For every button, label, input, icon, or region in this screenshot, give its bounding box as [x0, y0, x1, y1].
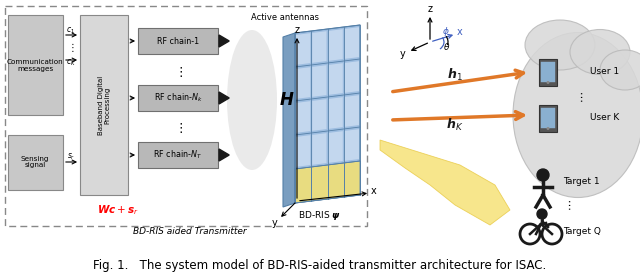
Bar — [539, 105, 557, 131]
Polygon shape — [345, 129, 359, 161]
Circle shape — [547, 81, 550, 84]
Text: User K: User K — [590, 113, 620, 123]
Text: z: z — [294, 25, 300, 35]
Polygon shape — [296, 135, 310, 167]
Text: Target Q: Target Q — [563, 227, 601, 237]
Polygon shape — [312, 31, 326, 63]
Text: $\boldsymbol{Wc}+\boldsymbol{s}_r$: $\boldsymbol{Wc}+\boldsymbol{s}_r$ — [97, 203, 139, 217]
Polygon shape — [328, 63, 343, 95]
Text: RF chain-1: RF chain-1 — [157, 36, 199, 46]
Text: BD-RIS $\boldsymbol{\psi}$: BD-RIS $\boldsymbol{\psi}$ — [298, 208, 342, 222]
Bar — [541, 108, 555, 128]
Text: RF chain-$N_T$: RF chain-$N_T$ — [154, 149, 202, 161]
Text: $\boldsymbol{h}_1$: $\boldsymbol{h}_1$ — [447, 67, 463, 83]
Text: Fig. 1.   The system model of BD-RIS-aided transmitter architecture for ISAC.: Fig. 1. The system model of BD-RIS-aided… — [93, 259, 547, 272]
Polygon shape — [345, 27, 359, 59]
Polygon shape — [328, 131, 343, 163]
Polygon shape — [312, 65, 326, 97]
Polygon shape — [295, 161, 360, 203]
Text: RF chain-$N_k$: RF chain-$N_k$ — [154, 92, 202, 104]
Text: x: x — [371, 186, 377, 196]
Text: $\vdots$: $\vdots$ — [67, 41, 75, 54]
Polygon shape — [328, 29, 343, 61]
Text: Baseband Digital
Processing: Baseband Digital Processing — [97, 75, 111, 135]
Text: $\vdots$: $\vdots$ — [173, 65, 182, 79]
Text: x: x — [457, 27, 463, 37]
Circle shape — [537, 169, 549, 181]
Bar — [80, 15, 128, 195]
Text: $c_1$: $c_1$ — [67, 26, 76, 36]
Circle shape — [537, 209, 547, 219]
Polygon shape — [219, 92, 229, 104]
Text: User 1: User 1 — [590, 68, 619, 76]
Polygon shape — [345, 61, 359, 93]
Bar — [8, 135, 63, 190]
Text: Sensing
signal: Sensing signal — [20, 155, 49, 168]
Polygon shape — [295, 25, 360, 203]
Text: $\cdots$: $\cdots$ — [577, 91, 587, 103]
Text: Target 1: Target 1 — [563, 177, 600, 187]
Polygon shape — [219, 35, 229, 47]
Text: $c_K$: $c_K$ — [66, 58, 76, 68]
Text: Active antennas: Active antennas — [251, 14, 319, 23]
Ellipse shape — [570, 29, 630, 75]
Bar — [138, 28, 218, 54]
Bar — [138, 85, 218, 111]
Text: $\boldsymbol{H}$: $\boldsymbol{H}$ — [279, 91, 295, 109]
Bar — [541, 61, 555, 81]
Polygon shape — [283, 33, 295, 207]
Text: $\phi$: $\phi$ — [442, 26, 450, 38]
Bar — [539, 58, 557, 86]
Polygon shape — [345, 95, 359, 127]
Polygon shape — [296, 67, 310, 99]
Text: $s_r$: $s_r$ — [67, 152, 76, 162]
Text: $\theta$: $\theta$ — [444, 41, 451, 53]
Text: y: y — [272, 218, 278, 228]
Circle shape — [547, 127, 550, 130]
Text: $\boldsymbol{h}_K$: $\boldsymbol{h}_K$ — [446, 117, 463, 133]
Polygon shape — [296, 33, 310, 65]
Text: $\vdots$: $\vdots$ — [173, 121, 182, 135]
Ellipse shape — [513, 33, 640, 197]
Ellipse shape — [227, 30, 277, 170]
Bar — [5, 6, 367, 226]
Text: z: z — [428, 4, 433, 14]
Polygon shape — [328, 97, 343, 129]
Polygon shape — [312, 133, 326, 165]
Polygon shape — [296, 101, 310, 133]
Polygon shape — [219, 149, 229, 161]
Bar — [138, 142, 218, 168]
Bar — [8, 15, 63, 115]
Text: $\cdots$: $\cdots$ — [565, 199, 575, 211]
Ellipse shape — [600, 50, 640, 90]
Polygon shape — [312, 99, 326, 131]
Text: y: y — [400, 49, 406, 59]
Polygon shape — [380, 140, 510, 225]
Ellipse shape — [525, 20, 595, 70]
Text: Communication
messages: Communication messages — [6, 58, 63, 71]
Text: BD-RIS aided Transmitter: BD-RIS aided Transmitter — [133, 227, 247, 237]
